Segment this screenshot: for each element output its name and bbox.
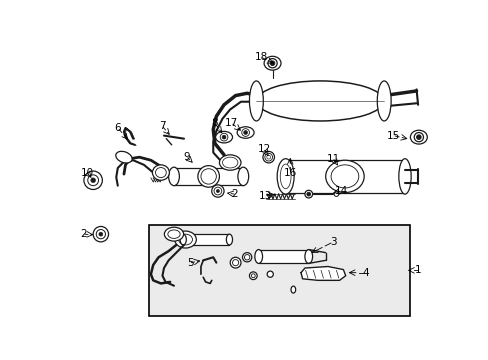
Circle shape [306,192,310,196]
Text: 16: 16 [283,167,296,177]
Circle shape [241,129,249,136]
Ellipse shape [242,253,251,262]
Text: 18: 18 [254,52,267,62]
Text: 3: 3 [329,237,336,247]
Text: 13: 13 [259,191,272,201]
Circle shape [267,59,277,68]
Circle shape [222,135,225,139]
Text: 6: 6 [114,123,121,133]
Circle shape [251,274,255,278]
Text: 15: 15 [386,131,399,141]
Ellipse shape [167,230,180,238]
Polygon shape [301,266,345,280]
Ellipse shape [398,159,410,194]
Circle shape [305,190,312,198]
Ellipse shape [254,249,262,264]
Circle shape [96,230,105,239]
Ellipse shape [180,234,186,245]
Ellipse shape [164,227,183,241]
Ellipse shape [222,157,238,168]
Circle shape [416,135,420,139]
Bar [148,225,409,316]
Ellipse shape [277,159,293,194]
Ellipse shape [290,286,295,293]
Circle shape [232,260,238,266]
Text: 1: 1 [414,265,421,275]
Ellipse shape [409,130,427,144]
Bar [174,168,243,185]
Ellipse shape [198,166,219,187]
Text: 14: 14 [334,186,347,196]
Ellipse shape [178,234,192,245]
Ellipse shape [155,167,166,177]
Ellipse shape [377,81,390,121]
Text: 11: 11 [326,154,339,164]
Text: 5: 5 [186,258,193,267]
Text: 9: 9 [183,152,190,162]
Circle shape [87,175,99,186]
Circle shape [84,171,102,189]
Circle shape [270,61,274,66]
Circle shape [216,189,219,193]
Ellipse shape [256,81,383,121]
Circle shape [413,132,423,142]
Text: 17: 17 [224,118,238,128]
Text: 2: 2 [231,189,238,199]
Circle shape [93,226,108,242]
Circle shape [99,232,102,236]
Ellipse shape [249,81,263,121]
Ellipse shape [330,165,358,188]
Ellipse shape [238,167,248,186]
Circle shape [249,272,257,280]
Ellipse shape [325,160,364,193]
Ellipse shape [116,151,132,163]
Ellipse shape [264,56,281,70]
Ellipse shape [168,167,179,186]
Text: 12: 12 [257,144,270,154]
Text: 10: 10 [80,167,93,177]
Ellipse shape [244,255,249,260]
Ellipse shape [174,231,196,248]
Circle shape [214,187,221,195]
Ellipse shape [237,127,254,138]
Ellipse shape [201,169,216,184]
Circle shape [91,178,95,183]
Circle shape [230,257,241,268]
Ellipse shape [305,249,312,264]
Bar [183,234,229,245]
Text: 8: 8 [211,118,218,128]
Bar [258,249,308,264]
Ellipse shape [264,153,272,161]
Circle shape [211,185,224,197]
Ellipse shape [219,155,241,170]
Circle shape [333,192,338,197]
Text: 7: 7 [159,121,165,131]
Text: 4: 4 [362,267,368,278]
Ellipse shape [280,164,290,189]
Text: 2: 2 [81,229,87,239]
Ellipse shape [263,152,274,163]
Ellipse shape [266,155,270,159]
Ellipse shape [226,234,232,245]
Bar [285,160,404,193]
Ellipse shape [152,165,169,180]
Circle shape [266,271,273,277]
Circle shape [243,131,247,134]
Circle shape [220,133,227,141]
Ellipse shape [215,131,232,143]
